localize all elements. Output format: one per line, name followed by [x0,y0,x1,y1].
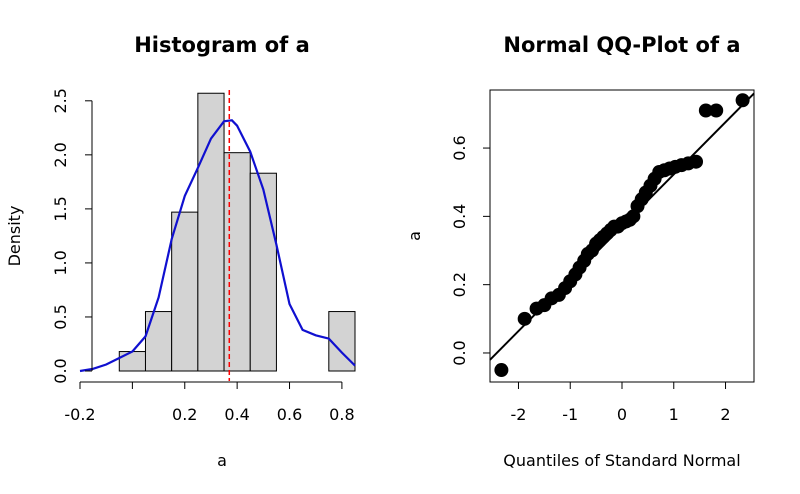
qq-point [689,154,704,169]
histogram-x-label: a [217,451,227,470]
qq-y-axis: 0.0 0.2 0.4 0.6 [450,135,490,366]
qq-y-tick-label: 0.0 [450,340,469,365]
qq-x-tick-label: 1 [669,405,679,424]
histogram-panel: Histogram of a -0.2 0.2 0.4 0.6 0.8 0.0 0.5 1.… [5,33,356,470]
qq-point [709,103,724,118]
qq-point [735,93,750,108]
histogram-y-tick-label: 0.0 [51,358,70,383]
qq-point [698,103,713,118]
histogram-y-tick-label: 2.5 [51,88,70,113]
histogram-x-tick-label: 0.2 [172,405,197,424]
qq-y-tick-label: 0.6 [450,135,469,160]
histogram-bar-0 [118,351,146,372]
qq-y-tick-label: 0.2 [450,272,469,297]
histogram-bar-5 [249,172,277,372]
qq-x-label: Quantiles of Standard Normal [503,451,740,470]
qq-x-tick-label: 2 [720,405,730,424]
qq-plot-content [489,92,755,378]
histogram-bar-2 [171,211,199,372]
qq-x-tick-label: -2 [510,405,526,424]
histogram-y-axis: 0.0 0.5 1.0 1.5 2.0 2.5 [51,88,93,384]
histogram-y-tick-label: 0.5 [51,304,70,329]
qq-point [494,363,509,378]
histogram-x-tick-label: -0.2 [64,405,95,424]
histogram-x-tick-label: 0.4 [224,405,249,424]
histogram-y-tick-label: 1.5 [51,196,70,221]
histogram-bars [79,90,356,381]
histogram-bar-8 [328,311,356,372]
qq-x-tick-label: -1 [562,405,578,424]
histogram-y-label: Density [5,206,24,267]
histogram-title: Histogram of a [134,33,310,57]
density-curve-line [79,119,356,373]
histogram-y-tick-label: 1.0 [51,250,70,275]
qq-y-label: a [405,231,424,241]
qq-x-axis: -2 -1 0 1 2 [510,382,731,424]
histogram-x-axis: -0.2 0.2 0.4 0.6 0.8 [64,381,355,424]
qq-point [517,311,532,326]
qq-panel: Normal QQ-Plot of a -2 -1 0 1 2 0.0 0.2 0.4 0.6… [405,33,755,470]
histogram-y-tick-label: 2.0 [51,142,70,167]
histogram-x-tick-label: 0.6 [277,405,302,424]
qq-x-tick-label: 0 [617,405,627,424]
qq-y-tick-label: 0.4 [450,204,469,229]
histogram-bar-3 [197,92,225,372]
histogram-bar-1 [144,311,173,372]
histogram-bar-4 [223,152,251,372]
qq-title: Normal QQ-Plot of a [503,33,740,57]
histogram-x-tick-label: 0.8 [329,405,354,424]
